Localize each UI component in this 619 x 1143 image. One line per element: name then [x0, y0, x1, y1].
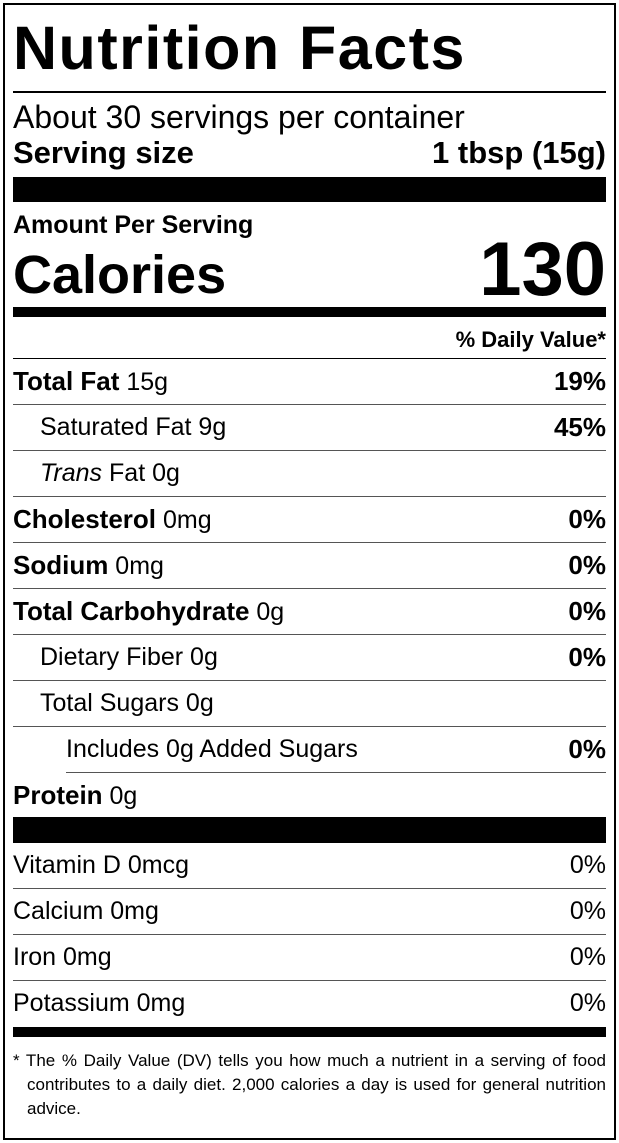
nutrient-name: Cholesterol [13, 504, 157, 534]
vitamin-row: Calcium 0mg 0% [13, 889, 606, 935]
nutrient-name-italic: Trans [40, 459, 103, 487]
nutrient-row: Dietary Fiber 0g 0% [13, 635, 606, 681]
vitamin-dv: 0% [569, 851, 606, 879]
divider [13, 177, 606, 202]
calories-label: Calories [13, 245, 227, 305]
nutrient-row: Total Fat 15g 19% [13, 359, 606, 405]
nutrient-row: Includes 0g Added Sugars 0% [66, 727, 606, 773]
calories-value: 130 [479, 227, 606, 312]
nutrient-name: Total Sugars 0g [40, 689, 214, 717]
nutrient-amount: 0mg [115, 552, 164, 580]
serving-size-value: 1 tbsp (15g) [432, 135, 606, 170]
amount-per-serving: Amount Per Serving [13, 211, 254, 239]
nutrient-name: Total Carbohydrate [13, 596, 250, 626]
nutrient-amount: 15g [126, 368, 169, 396]
calories: Calories 130 [13, 232, 606, 308]
serving-size: Serving size 1 tbsp (15g) [13, 133, 606, 173]
nutrient-name: Fat 0g [109, 459, 180, 487]
footnote: * The % Daily Value (DV) tells you how m… [13, 1051, 606, 1118]
nutrient-dv: 0% [568, 596, 606, 626]
nutrient-row: Total Carbohydrate 0g 0% [13, 589, 606, 635]
vitamin-name: Calcium 0mg [13, 897, 159, 925]
vitamin-row: Vitamin D 0mcg 0% [13, 843, 606, 889]
nutrient-name: Total Fat [13, 366, 120, 396]
nutrient-name: Saturated Fat 9g [40, 413, 227, 441]
servings: About 30 servings per container [13, 99, 465, 135]
nutrient-dv: 0% [568, 734, 606, 764]
nutrient-name: Dietary Fiber 0g [40, 643, 218, 671]
vitamin-name: Vitamin D 0mcg [13, 851, 189, 879]
vitamin-name: Potassium 0mg [13, 988, 186, 1017]
nutrition-label: Nutrition Facts About 30 servings per co… [3, 3, 616, 1140]
nutrient-row: Total Sugars 0g [13, 681, 606, 727]
nutrient-amount: 0g [109, 781, 138, 810]
vitamin-dv: 0% [569, 988, 606, 1017]
nutrient-dv: 0% [568, 550, 606, 580]
nutrient-dv: 45% [553, 412, 606, 442]
divider [13, 307, 606, 317]
nutrient-name: Sodium [13, 550, 109, 580]
nutrient-dv: 0% [568, 642, 606, 672]
nutrient-dv: 19% [553, 366, 606, 396]
dv-header: % Daily Value* [13, 317, 606, 359]
vitamin-dv: 0% [569, 943, 606, 971]
vitamin-name: Iron 0mg [13, 943, 112, 971]
divider [13, 817, 606, 843]
nutrient-row: Cholesterol 0mg 0% [13, 497, 606, 543]
nutrient-row: Trans Fat 0g [13, 451, 606, 497]
nutrient-amount: 0mg [162, 506, 212, 534]
vitamin-row: Potassium 0mg 0% [13, 981, 606, 1025]
divider [13, 1027, 606, 1037]
vitamin-dv: 0% [569, 897, 606, 925]
nutrient-row: Saturated Fat 9g 45% [13, 405, 606, 451]
vitamin-row: Iron 0mg 0% [13, 935, 606, 981]
nutrient-dv: 0% [568, 504, 606, 534]
nutrient-amount: 0g [256, 598, 285, 626]
serving-size-label: Serving size [13, 135, 194, 170]
nutrient-row: Sodium 0mg 0% [13, 543, 606, 589]
nutrient-name: Includes 0g Added Sugars [66, 735, 358, 763]
title: Nutrition Facts [13, 5, 606, 93]
nutrient-row: Protein 0g [13, 773, 606, 817]
nutrient-name: Protein [13, 779, 103, 810]
